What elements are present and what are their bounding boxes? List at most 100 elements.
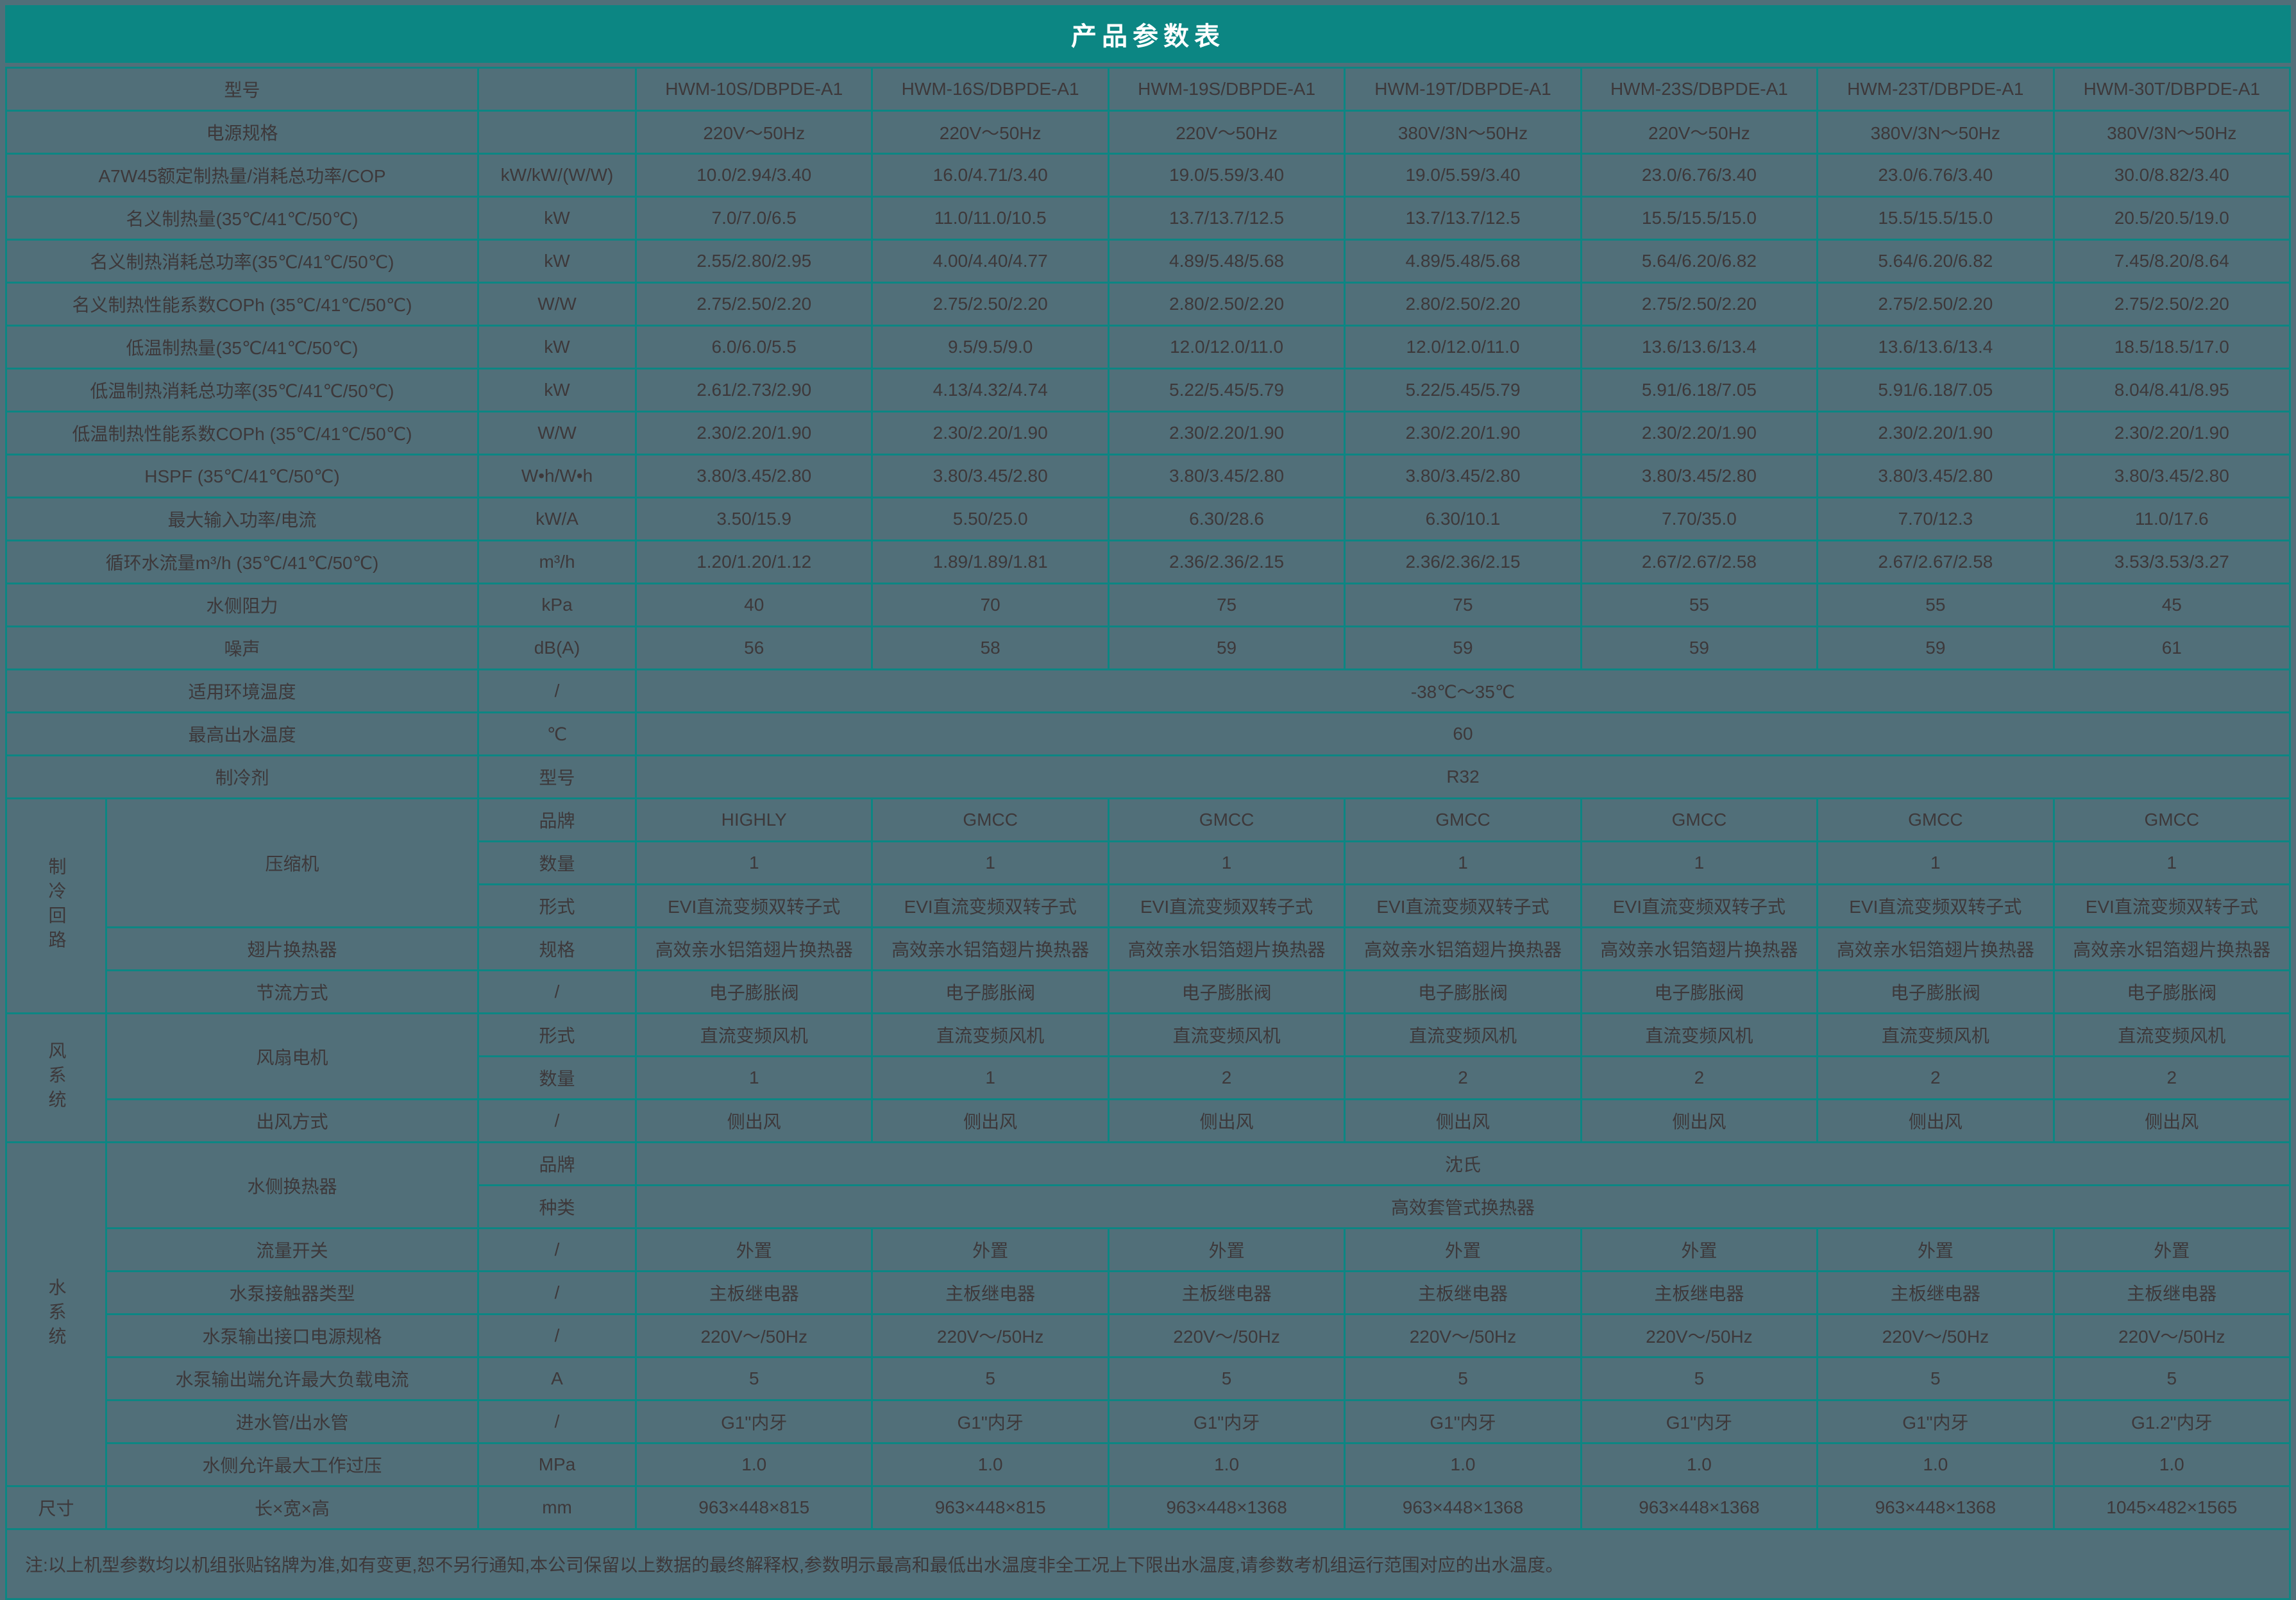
value-cell: 58	[871, 626, 1110, 670]
value-cell: 5	[2052, 1356, 2292, 1401]
value-cell: 8.04/8.41/8.95	[2052, 368, 2292, 413]
value-cell: 直流变频风机	[1107, 1012, 1346, 1057]
row-label: 电源规格	[4, 110, 480, 155]
value-cell: 7.45/8.20/8.64	[2052, 239, 2292, 284]
value-cell: 963×448×815	[635, 1485, 874, 1530]
value-cell: 5	[1580, 1356, 1819, 1401]
unit-cell: dB(A)	[477, 626, 637, 670]
value-cell: 1.0	[1816, 1442, 2055, 1487]
value-cell: GMCC	[1107, 797, 1346, 842]
table-row: 制冷回路 压缩机 品牌 HIGHLY GMCC GMCC GMCC GMCC GMCC GMCC	[5, 797, 2292, 1014]
row-sublabel: 水泵接触器类型	[105, 1270, 480, 1315]
table-row: A7W45额定制热量/消耗总功率/COP kW/kW/(W/W) 10.0/2.94…	[4, 153, 2292, 198]
table-row: 水泵输出接口电源规格/220V～/50Hz 220V～/50Hz 220V～/50H…	[6, 1313, 2292, 1358]
table-row: 水侧允许最大工作过压 MPa 1.0 1.0 1.0 1.0 1.0 1.0 1.0	[6, 1442, 2292, 1487]
value-cell: 高效亲水铝箔翅片换热器	[1580, 926, 1819, 971]
row-sublabel: 进水管/出水管	[105, 1399, 480, 1444]
table-row: 水泵输出端允许最大负载电流 A 5 5 5 5 5 5 5	[6, 1356, 2292, 1401]
row-group-label: 尺寸	[5, 1485, 107, 1530]
model-name: HWM-19S/DBPDE-A1	[1107, 67, 1346, 112]
value-cell: G1"内牙	[635, 1399, 874, 1444]
table-row: 水系统 水侧换热器 品牌 沈氏	[5, 1141, 2291, 1487]
value-cell: 外置	[1107, 1227, 1346, 1272]
value-cell: 直流变频风机	[635, 1012, 874, 1057]
value-cell: 5	[1816, 1356, 2055, 1401]
value-cell: 3.80/3.45/2.80	[1107, 454, 1346, 498]
value-cell: 高效亲水铝箔翅片换热器	[2052, 926, 2292, 971]
table-row: 适用环境温度 / -38℃～35℃	[4, 668, 2291, 713]
unit-cell: 数量	[477, 840, 637, 885]
value-cell: 19.0/5.59/3.40	[1344, 153, 1582, 198]
value-cell: 30.0/8.82/3.40	[2052, 153, 2292, 198]
row-sublabel: 水侧允许最大工作过压	[105, 1442, 480, 1487]
value-cell: 6.30/10.1	[1344, 497, 1582, 541]
value-cell: 3.80/3.45/2.80	[871, 454, 1110, 498]
value-cell: 11.0/17.6	[2052, 497, 2292, 541]
unit-cell: /	[477, 969, 637, 1014]
value-cell: 5.91/6.18/7.05	[1816, 368, 2055, 413]
table-row: 进水管/出水管 / G1"内牙 G1"内牙 G1"内牙 G1"内牙 G1"内牙 G1"内牙 G1…	[6, 1399, 2292, 1444]
row-sublabel: 节流方式	[105, 969, 480, 1014]
value-cell: 4.00/4.40/4.77	[871, 239, 1110, 284]
spec-table-body: 型号 HWM-10S/DBPDE-A1 HWM-16S/DBPDE-A1 HWM-19…	[4, 67, 2292, 1530]
value-cell: 2.80/2.50/2.20	[1107, 282, 1346, 327]
merged-value-cell: -38℃～35℃	[635, 668, 2291, 713]
value-cell: 6.0/6.0/5.5	[635, 325, 874, 370]
value-cell: 高效亲水铝箔翅片换热器	[1816, 926, 2055, 971]
value-cell: 5	[1107, 1356, 1346, 1401]
unit-cell: 形式	[477, 883, 637, 928]
value-cell: 1	[2052, 840, 2292, 885]
table-row: 电源规格 220V～50Hz 220V～50Hz 220V～50Hz 380V/3N～5…	[4, 110, 2292, 155]
value-cell: 19.0/5.59/3.40	[1107, 153, 1346, 198]
value-cell: 外置	[871, 1227, 1110, 1272]
value-cell: 1.0	[1580, 1442, 1819, 1487]
table-row: 制冷剂 型号 R32	[4, 754, 2291, 799]
value-cell: EVI直流变频双转子式	[1816, 883, 2055, 928]
value-cell: 963×448×815	[871, 1485, 1110, 1530]
value-cell: GMCC	[1344, 797, 1582, 842]
value-cell: 侧出风	[1107, 1098, 1346, 1143]
value-cell: 主板继电器	[2052, 1270, 2292, 1315]
unit-cell: MPa	[477, 1442, 637, 1487]
value-cell: 电子膨胀阀	[871, 969, 1110, 1014]
row-sublabel: 出风方式	[105, 1098, 480, 1143]
value-cell: 2	[2052, 1055, 2292, 1100]
unit-cell: kW	[477, 325, 637, 370]
value-cell: 2.30/2.20/1.90	[635, 411, 874, 455]
table-row: 最大输入功率/电流 kW/A 3.50/15.9 5.50/25.0 6.30/28.6…	[4, 497, 2292, 541]
unit-cell: 品牌	[477, 1141, 637, 1186]
value-cell: 2.80/2.50/2.20	[1344, 282, 1582, 327]
value-cell: 3.80/3.45/2.80	[1580, 454, 1819, 498]
value-cell: 18.5/18.5/17.0	[2052, 325, 2292, 370]
value-cell: EVI直流变频双转子式	[2052, 883, 2292, 928]
row-label: 型号	[4, 67, 480, 112]
unit-cell: m³/h	[477, 540, 637, 584]
value-cell: 主板继电器	[871, 1270, 1110, 1315]
value-cell: 380V/3N～50Hz	[2052, 110, 2292, 155]
value-cell: 侧出风	[871, 1098, 1110, 1143]
spec-table: 型号 HWM-10S/DBPDE-A1 HWM-16S/DBPDE-A1 HWM-19…	[4, 67, 2292, 1530]
unit-cell: /	[477, 1399, 637, 1444]
unit-cell: /	[477, 1313, 637, 1358]
value-cell: 2.67/2.67/2.58	[1580, 540, 1819, 584]
unit-cell: kW/A	[477, 497, 637, 541]
value-cell: 75	[1344, 583, 1582, 627]
value-cell: 10.0/2.94/3.40	[635, 153, 874, 198]
value-cell: 2	[1344, 1055, 1582, 1100]
value-cell: 59	[1107, 626, 1346, 670]
value-cell: 3.53/3.53/3.27	[2052, 540, 2292, 584]
row-sublabel: 压缩机	[105, 797, 480, 928]
table-row: 风系统 风扇电机 形式 直流变频风机 直流变频风机 直流变频风机 直流变频风机 直流变频风机直…	[5, 1012, 2292, 1143]
row-label: 噪声	[4, 626, 480, 670]
value-cell: 220V～/50Hz	[2052, 1313, 2292, 1358]
value-cell: 13.6/13.6/13.4	[1580, 325, 1819, 370]
row-label: 名义制热量(35℃/41℃/50℃)	[4, 196, 480, 241]
value-cell: 2.30/2.20/1.90	[1344, 411, 1582, 455]
value-cell: 主板继电器	[1344, 1270, 1582, 1315]
model-name: HWM-23S/DBPDE-A1	[1580, 67, 1819, 112]
value-cell: 2.75/2.50/2.20	[1816, 282, 2055, 327]
unit-cell: /	[477, 1098, 637, 1143]
value-cell: 侧出风	[1344, 1098, 1582, 1143]
value-cell: 电子膨胀阀	[2052, 969, 2292, 1014]
value-cell: 5.22/5.45/5.79	[1344, 368, 1582, 413]
